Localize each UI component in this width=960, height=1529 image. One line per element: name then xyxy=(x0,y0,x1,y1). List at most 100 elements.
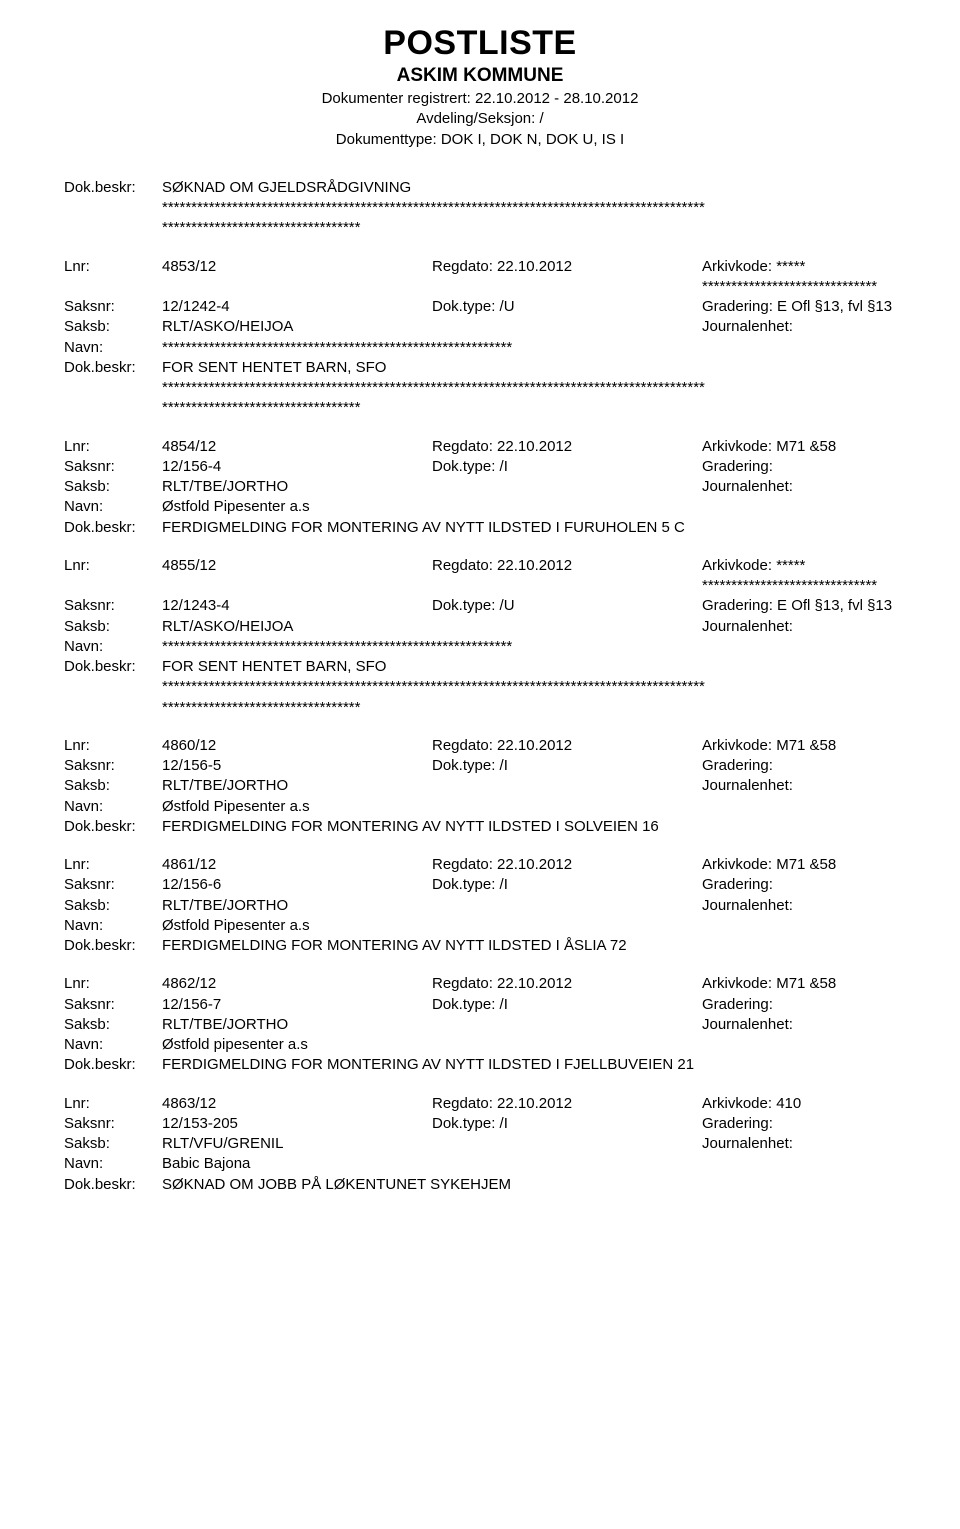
journal-entry: Lnr:4853/12Regdato: 22.10.2012Arkivkode:… xyxy=(64,257,896,419)
arkivkode-label: Arkivkode: xyxy=(702,1095,776,1112)
redaction-stars: ****************************************… xyxy=(162,198,896,218)
gradering-value: E Ofl §13, fvl §13 xyxy=(777,298,892,315)
dokbeskr-label: Dok.beskr: xyxy=(64,178,162,198)
navn-value: Babic Bajona xyxy=(162,1154,896,1174)
navn-value: Østfold Pipesenter a.s xyxy=(162,797,896,817)
dokbeskr-label: Dok.beskr: xyxy=(64,518,162,538)
dokbeskr-label: Dok.beskr: xyxy=(64,1055,162,1075)
lnr-value: 4855/12 xyxy=(162,557,216,574)
saksnr-label: Saksnr: xyxy=(64,1114,162,1134)
saksnr-value: 12/156-5 xyxy=(162,757,221,774)
journal-entry: Lnr:4863/12Regdato: 22.10.2012Arkivkode:… xyxy=(64,1094,896,1195)
doktype-value: /I xyxy=(500,876,508,893)
arkivkode-label: Arkivkode: xyxy=(702,975,776,992)
lnr-label: Lnr: xyxy=(64,1094,162,1114)
gradering-label: Gradering: xyxy=(702,298,777,315)
saksnr-label: Saksnr: xyxy=(64,596,162,616)
doktype-value: /I xyxy=(500,996,508,1013)
arkivkode-value: M71 &58 xyxy=(776,856,836,873)
arkivkode-label: Arkivkode: xyxy=(702,557,776,574)
saksnr-value: 12/156-7 xyxy=(162,996,221,1013)
navn-value: Østfold Pipesenter a.s xyxy=(162,916,896,936)
dokbeskr-label: Dok.beskr: xyxy=(64,657,162,677)
saksnr-value: 12/153-205 xyxy=(162,1115,238,1132)
top-dokbeskr-block: Dok.beskr: SØKNAD OM GJELDSRÅDGIVNING **… xyxy=(64,178,896,239)
lnr-value: 4853/12 xyxy=(162,258,216,275)
journal-entry: Lnr:4862/12Regdato: 22.10.2012Arkivkode:… xyxy=(64,974,896,1075)
journalenhet-label: Journalenhet: xyxy=(702,1016,793,1033)
navn-value: Østfold pipesenter a.s xyxy=(162,1035,896,1055)
saksb-value: RLT/ASKO/HEIJOA xyxy=(162,618,293,635)
header-line-2: Avdeling/Seksjon: / xyxy=(64,109,896,129)
regdato-label: Regdato: xyxy=(432,1095,497,1112)
regdato-value: 22.10.2012 xyxy=(497,737,572,754)
doktype-value: /U xyxy=(500,597,515,614)
dokbeskr-label: Dok.beskr: xyxy=(64,358,162,378)
dokbeskr-value: FERDIGMELDING FOR MONTERING AV NYTT ILDS… xyxy=(162,817,896,837)
dokbeskr-value: FERDIGMELDING FOR MONTERING AV NYTT ILDS… xyxy=(162,518,896,538)
saksnr-label: Saksnr: xyxy=(64,756,162,776)
arkivkode-label: Arkivkode: xyxy=(702,737,776,754)
regdato-value: 22.10.2012 xyxy=(497,1095,572,1112)
redaction-stars: ****************************************… xyxy=(162,378,896,398)
saksnr-label: Saksnr: xyxy=(64,875,162,895)
saksnr-value: 12/1242-4 xyxy=(162,298,230,315)
saksb-value: RLT/TBE/JORTHO xyxy=(162,478,288,495)
gradering-label: Gradering: xyxy=(702,757,773,774)
journalenhet-label: Journalenhet: xyxy=(702,1135,793,1152)
gradering-label: Gradering: xyxy=(702,876,773,893)
regdato-value: 22.10.2012 xyxy=(497,438,572,455)
saksb-label: Saksb: xyxy=(64,477,162,497)
journal-entry: Lnr:4855/12Regdato: 22.10.2012Arkivkode:… xyxy=(64,556,896,718)
regdato-label: Regdato: xyxy=(432,737,497,754)
gradering-label: Gradering: xyxy=(702,597,777,614)
saksb-value: RLT/TBE/JORTHO xyxy=(162,897,288,914)
redaction-stars: ****************************************… xyxy=(162,677,896,697)
lnr-value: 4860/12 xyxy=(162,737,216,754)
doktype-value: /I xyxy=(500,757,508,774)
navn-label: Navn: xyxy=(64,1154,162,1174)
navn-label: Navn: xyxy=(64,497,162,517)
saksnr-label: Saksnr: xyxy=(64,457,162,477)
saksb-value: RLT/ASKO/HEIJOA xyxy=(162,318,293,335)
saksb-label: Saksb: xyxy=(64,617,162,637)
doktype-label: Dok.type: xyxy=(432,996,500,1013)
saksb-label: Saksb: xyxy=(64,317,162,337)
saksnr-label: Saksnr: xyxy=(64,297,162,317)
navn-label: Navn: xyxy=(64,338,162,358)
saksb-label: Saksb: xyxy=(64,1015,162,1035)
arkivkode-label: Arkivkode: xyxy=(702,258,776,275)
redaction-stars: ********************************** xyxy=(162,698,896,718)
saksnr-value: 12/1243-4 xyxy=(162,597,230,614)
lnr-label: Lnr: xyxy=(64,437,162,457)
header-line-3: Dokumenttype: DOK I, DOK N, DOK U, IS I xyxy=(64,130,896,150)
regdato-value: 22.10.2012 xyxy=(497,557,572,574)
main-title: POSTLISTE xyxy=(64,24,896,63)
dokbeskr-value: FERDIGMELDING FOR MONTERING AV NYTT ILDS… xyxy=(162,936,896,956)
journalenhet-label: Journalenhet: xyxy=(702,318,793,335)
dokbeskr-value: FOR SENT HENTET BARN, SFO xyxy=(162,358,896,378)
navn-label: Navn: xyxy=(64,637,162,657)
lnr-value: 4861/12 xyxy=(162,856,216,873)
dokbeskr-value: FERDIGMELDING FOR MONTERING AV NYTT ILDS… xyxy=(162,1055,896,1075)
redaction-stars: ********************************** xyxy=(162,218,896,238)
dokbeskr-text: SØKNAD OM GJELDSRÅDGIVNING xyxy=(162,178,896,198)
arkivkode-value: M71 &58 xyxy=(776,438,836,455)
saksnr-value: 12/156-4 xyxy=(162,458,221,475)
gradering-value: E Ofl §13, fvl §13 xyxy=(777,597,892,614)
navn-label: Navn: xyxy=(64,916,162,936)
gradering-label: Gradering: xyxy=(702,1115,773,1132)
dokbeskr-label: Dok.beskr: xyxy=(64,936,162,956)
saksnr-label: Saksnr: xyxy=(64,995,162,1015)
saksb-value: RLT/VFU/GRENIL xyxy=(162,1135,283,1152)
regdato-label: Regdato: xyxy=(432,438,497,455)
saksb-value: RLT/TBE/JORTHO xyxy=(162,1016,288,1033)
regdato-value: 22.10.2012 xyxy=(497,856,572,873)
lnr-value: 4862/12 xyxy=(162,975,216,992)
lnr-label: Lnr: xyxy=(64,974,162,994)
saksb-value: RLT/TBE/JORTHO xyxy=(162,777,288,794)
doktype-value: /U xyxy=(500,298,515,315)
arkivkode-label: Arkivkode: xyxy=(702,438,776,455)
saksb-label: Saksb: xyxy=(64,1134,162,1154)
journal-entry: Lnr:4861/12Regdato: 22.10.2012Arkivkode:… xyxy=(64,855,896,956)
